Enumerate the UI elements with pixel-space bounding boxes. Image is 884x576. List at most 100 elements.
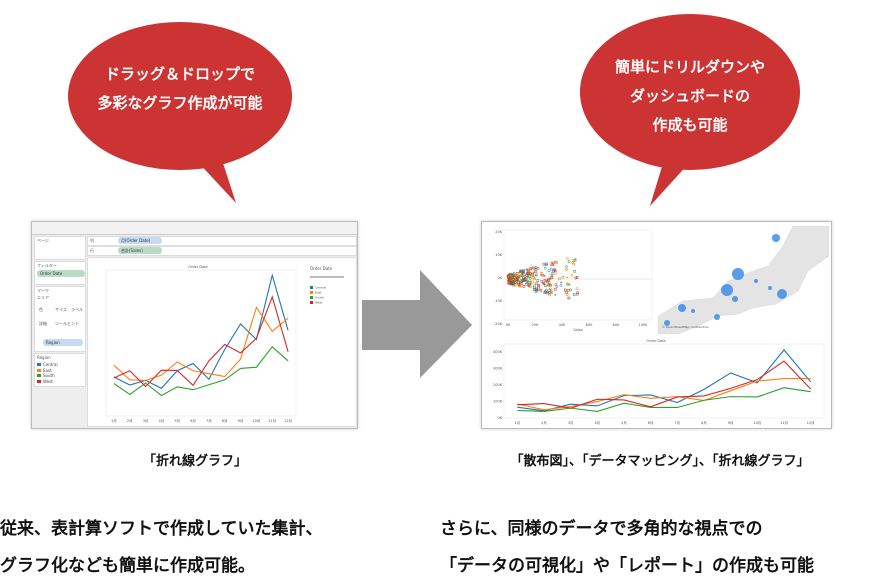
scatter-point [550,261,554,264]
series-line-west [517,360,812,409]
label-button[interactable]: ラベル [71,307,83,312]
map-pie-marker [721,284,733,296]
bubble-right-line: 作成も可能 [652,116,728,134]
x-tick-label: 12月 [807,420,815,425]
bottom-line-chart: Order Date 1月 2月 3月 4月 5月 6月 7月 8月 9月 10月 11月 12月 0K 1… [493,339,825,425]
region-legend-panel: Region Central East South West [34,353,86,387]
scatter-point [575,293,579,296]
legend-swatch [310,291,313,294]
x-tick-label: 2月 [127,418,133,423]
scatter-point [515,276,519,279]
scatter-point [522,285,526,288]
legend-item[interactable]: South [37,373,58,379]
chart-title: Order Date [646,339,665,343]
rows-pill[interactable]: 合計(Sales) [118,247,162,254]
scatter-point [533,277,536,280]
scatter-point [529,272,533,275]
scatter-point [575,287,579,290]
scatter-point [569,288,573,292]
scatter-point [573,269,576,273]
scatter-point [514,273,517,277]
rows-shelf: 行 合計(Sales) [87,246,357,256]
scatter-point [576,291,579,295]
scatter-point [533,269,536,272]
rows-label: 行 [90,248,94,253]
legend-label: West [43,378,53,384]
speech-bubble-left [68,22,292,203]
detail-button[interactable]: 詳細 [39,321,47,326]
legend-label: East [43,367,52,373]
scatter-point [507,282,510,285]
x-tick-label: 6月 [190,418,196,423]
legend-swatch [310,301,313,304]
scatter-point [535,282,538,285]
scatter-point [555,285,559,288]
x-tick-label: 10月 [753,420,761,425]
x-axis-label: Sales [573,328,582,332]
right-screenshot: 0K 20K 40K 60K 80K 100K 20K 10K 0K -10K -20K Sales … [481,221,832,429]
series-line-south [113,345,289,397]
scatter-point [553,272,557,275]
plot-area [503,229,653,321]
x-tick-label: 9月 [238,418,244,423]
scatter-point [552,262,555,266]
x-tick-label: 0K [506,323,511,327]
scatter-point [525,273,528,277]
caption-left: 「折れ線グラフ」 [142,454,247,469]
x-tick-label: 4月 [594,420,600,425]
map-credit: © OpenStreetMap contributors [662,325,709,329]
region-pill[interactable]: Region [43,339,83,346]
scatter-point [565,276,569,279]
scatter-point [536,279,540,282]
body-right-line-1: さらに、同様のデータで多角的な視点での [440,519,763,539]
scatter-point [558,277,561,281]
scatter-point [570,273,574,277]
scatter-point [534,270,538,274]
legend-item[interactable]: West [37,379,58,385]
scatter-point [565,293,569,296]
left-line-chart: Order Date 1月 2月 3月 4月 5月 6月 7月 8月 9月 10月 11月 12月 Cen… [105,265,326,423]
pages-shelf: ページ [34,236,86,260]
filters-label: フィルター [37,263,57,268]
bubble-left-text: ドラッグ＆ドロップで 多彩なグラフ作成が可能 [70,60,290,118]
mark-type-select[interactable]: エリア [37,295,49,300]
size-button[interactable]: サイズ [55,307,67,312]
color-button[interactable]: 色 [39,307,43,312]
marks-card: マーク エリア 色 サイズ ラベル 詳細 ツールヒント Region [34,286,86,352]
legend-swatch [37,379,41,383]
y-tick-label: 0K [497,276,502,280]
scatter-point [525,277,528,281]
filter-pill[interactable]: Order Date [37,270,85,277]
scatter-point [531,274,534,277]
scatter-point [518,275,521,278]
scatter-point [553,288,557,291]
scatter-point [508,277,511,281]
columns-pill[interactable]: 月(Order Date) [118,237,162,244]
chart-title: Order Date [188,265,207,269]
legend-item[interactable]: Central [37,362,58,368]
scatter-point [535,288,539,292]
legend-item[interactable]: East [37,368,58,374]
x-tick-label: 100K [639,323,649,327]
tooltip-button[interactable]: ツールヒント [55,321,79,326]
bubble-right-text: 簡単にドリルダウンや ダッシュボードの 作成も可能 [580,53,800,140]
date-range-slider[interactable] [310,276,344,278]
scatter-point [547,283,550,287]
scatter-point [506,275,510,279]
scatter-point [537,285,540,289]
scatter-point [534,266,538,269]
scatter-point [572,262,576,266]
map-pie-marker [772,234,780,242]
scatter-point [522,279,525,282]
toolbar [32,222,357,235]
legend-swatch [310,296,313,299]
legend-swatch [37,363,41,366]
x-tick-label: 7月 [674,420,680,425]
legend-label: South [43,373,55,378]
x-tick-label: 1月 [111,418,117,423]
scatter-point [574,276,577,280]
scatter-point [532,287,536,291]
body-right-line-2: 「データの可視化」や「レポート」の作成も可能 [440,556,814,576]
x-tick-label: 40K [559,323,566,327]
series-line-central [517,349,812,412]
